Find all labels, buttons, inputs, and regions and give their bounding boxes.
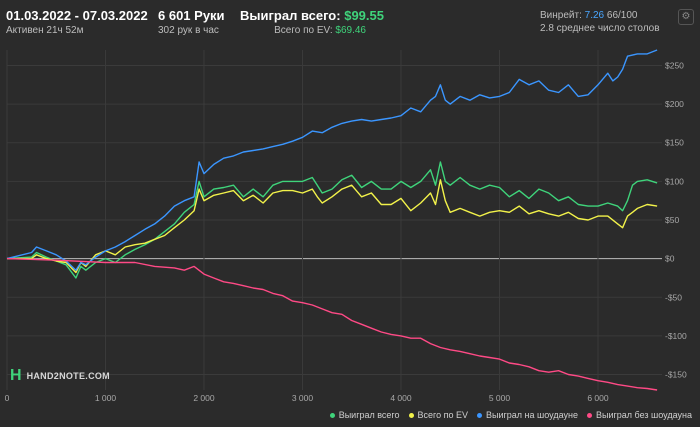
logo-text: HAND2NOTE.COM: [26, 371, 110, 381]
won-total-label: Выиграл всего:: [240, 8, 341, 23]
x-tick-label: 2 000: [193, 393, 215, 403]
winrate: Винрейт: 7.26 66/100: [540, 9, 660, 22]
bankroll-chart: $250 $200 $150 $100 $50 $0 -$50 -$100 -$150 0 1 00…: [5, 49, 687, 403]
x-tick-label: 5 000: [489, 393, 511, 403]
x-tick-label: 6 000: [587, 393, 609, 403]
x-tick-label: 3 000: [292, 393, 314, 403]
stats-header: 01.03.2022 - 07.03.2022 Активен 21ч 52м …: [0, 0, 700, 42]
y-tick-label: $200: [665, 99, 684, 109]
y-tick-label: $150: [665, 138, 684, 148]
x-tick-label: 1 000: [95, 393, 117, 403]
date-block: 01.03.2022 - 07.03.2022 Активен 21ч 52м: [6, 8, 148, 36]
y-tick-label: $250: [665, 60, 684, 70]
series-line-1: [6, 161, 658, 279]
y-tick-label: -$50: [665, 292, 682, 302]
legend-label: Выиграл без шоудауна: [596, 410, 692, 420]
legend-dot: [329, 412, 335, 418]
legend-label: Всего по EV: [417, 410, 469, 420]
legend-label: Выиграл всего: [338, 410, 400, 420]
logo-mark: H: [10, 367, 22, 384]
y-tick-label: $50: [665, 215, 679, 225]
legend-label: Выиграл на шоудауне: [486, 410, 578, 420]
legend-item-2[interactable]: Всего по EV: [408, 410, 469, 420]
series-line-3: [6, 49, 658, 271]
y-tick-label: $0: [665, 254, 675, 264]
series-line-2: [7, 179, 658, 274]
ev-total: Всего по EV: $69.46: [240, 25, 366, 36]
won-total-value: $99.55: [344, 8, 384, 23]
hands-block: 6 601 Руки 302 рук в час: [158, 8, 225, 36]
legend-dot: [408, 412, 414, 418]
winrate-value: 7.26: [584, 10, 605, 21]
winrate-label: Винрейт:: [540, 10, 582, 21]
legend-dot: [587, 412, 592, 418]
gear-icon[interactable]: ⚙: [678, 9, 694, 25]
hands-count: 6 601 Руки: [158, 8, 225, 23]
legend-item-1[interactable]: Выиграл всего: [329, 410, 400, 420]
x-tick-label: 4 000: [390, 393, 412, 403]
winrate-unit: 66/100: [606, 10, 638, 21]
y-tick-label: $100: [665, 176, 684, 186]
hands-per-hour: 302 рук в час: [158, 25, 219, 36]
date-range: 01.03.2022 - 07.03.2022: [6, 8, 148, 23]
ev-total-label: Всего по EV:: [274, 25, 333, 36]
winnings-block: Выиграл всего: $99.55 Всего по EV: $69.4…: [240, 8, 384, 36]
legend-item-3[interactable]: Выиграл на шоудауне: [477, 410, 578, 420]
won-total: Выиграл всего: $99.55: [240, 8, 384, 23]
winrate-block: Винрейт: 7.26 66/100 2.8 среднее число с…: [540, 9, 660, 35]
legend-dot: [477, 412, 483, 418]
y-tick-label: -$100: [665, 331, 687, 341]
series-line-4: [6, 257, 658, 391]
active-time: Активен 21ч 52м: [6, 25, 84, 36]
ev-total-value: $69.46: [335, 25, 366, 36]
y-tick-label: -$150: [665, 370, 687, 380]
legend-item-4[interactable]: Выиграл без шоудауна: [587, 410, 692, 420]
logo: H HAND2NOTE.COM: [10, 368, 110, 384]
chart-legend: Выиграл всего Всего по EV Выиграл на шоуда…: [329, 410, 692, 420]
avg-tables: 2.8 среднее число столов: [540, 23, 660, 34]
x-tick-label: 0: [5, 393, 10, 403]
